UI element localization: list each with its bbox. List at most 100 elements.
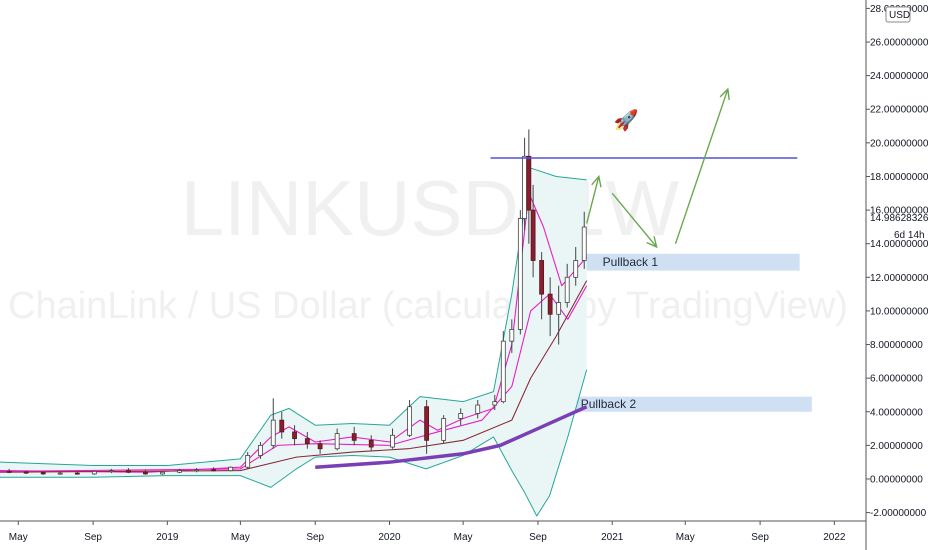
pullback-zone: [564, 396, 812, 412]
pullback-zones: Pullback 1 Pullback 2: [564, 253, 812, 412]
candle-body: [458, 413, 464, 419]
candle-body: [351, 433, 357, 441]
candle-body: [23, 471, 29, 474]
candle-body: [211, 469, 217, 472]
candle: [539, 252, 545, 320]
currency-label: USD: [889, 10, 910, 21]
indicator-line: [0, 280, 588, 473]
candle-body: [304, 438, 310, 445]
projection-arrowhead: [591, 174, 602, 188]
price-axis-tick-label: 22.00000000: [870, 105, 929, 116]
currency-badge[interactable]: USD: [885, 6, 911, 23]
candle: [245, 452, 251, 469]
candle: [547, 277, 553, 337]
candle-body: [407, 406, 412, 436]
candle: [211, 467, 217, 472]
candle: [57, 471, 63, 475]
time-axis[interactable]: May Sep 2019 May Sep 2020 May Sep 2021 May Sep 2022: [9, 521, 846, 543]
time-axis-tick-label: Sep: [306, 532, 324, 543]
projection-segment: [585, 176, 600, 224]
candle-body: [126, 470, 131, 473]
candle: [517, 210, 523, 335]
candle-body: [177, 470, 182, 473]
candle-body: [564, 276, 570, 303]
price-axis-tick-label: 20.00000000: [870, 138, 929, 149]
pullback-zone: [586, 253, 800, 271]
candle: [279, 411, 285, 439]
pullback-zone-label: Pullback 2: [581, 397, 637, 411]
candle: [564, 263, 570, 308]
candle: [74, 471, 80, 475]
candle: [228, 466, 234, 472]
candle-body: [292, 431, 297, 440]
price-axis[interactable]: -2.00000000 0.00000000 2.00000000 4.0000000…: [866, 4, 929, 519]
projection-arrowhead: [646, 236, 658, 249]
candle-body: [279, 419, 285, 433]
candle: [390, 428, 395, 449]
candle-body: [160, 471, 165, 475]
candle-body: [91, 471, 97, 475]
candle-body: [194, 469, 199, 472]
price-axis-tick-label: 18.00000000: [870, 172, 929, 183]
candle-body: [245, 455, 251, 468]
candle-body: [517, 218, 523, 330]
candle: [160, 471, 165, 475]
candle: [6, 468, 12, 474]
candle: [492, 394, 498, 411]
candle: [91, 470, 97, 475]
projection-segment: [674, 88, 729, 244]
candle: [334, 428, 340, 451]
candle-body: [547, 293, 553, 315]
candle: [509, 319, 515, 353]
candle: [292, 425, 297, 446]
candle: [458, 408, 464, 426]
time-axis-tick-label: 2022: [823, 532, 846, 543]
candle-body: [57, 472, 63, 475]
bar-countdown: 6d 14h: [894, 230, 925, 241]
watermark-symbol: LINKUSD, 1W: [181, 164, 680, 252]
candle-body: [258, 444, 263, 456]
candle: [368, 435, 374, 451]
indicator-line: [0, 369, 588, 517]
time-axis-tick-label: Sep: [84, 532, 102, 543]
time-axis-tick-label: May: [9, 532, 28, 543]
candles: [6, 129, 587, 475]
last-price-value: 14.98628326: [870, 213, 929, 224]
candle-body: [270, 419, 276, 446]
projection-segment: [611, 192, 658, 248]
candle-body: [143, 471, 148, 475]
price-axis-tick-label: 26.00000000: [870, 38, 929, 49]
time-axis-tick-label: May: [676, 532, 695, 543]
price-axis-tick-label: 6.00000000: [870, 374, 923, 385]
candle: [194, 468, 199, 473]
candle: [475, 399, 481, 419]
last-price-label: 14.98628326 6d 14h: [870, 213, 929, 241]
candle-body: [334, 433, 340, 450]
time-axis-tick-label: 2019: [156, 532, 179, 543]
candle: [522, 137, 527, 231]
time-axis-tick-label: 2021: [601, 532, 624, 543]
price-axis-tick-label: 8.00000000: [870, 340, 923, 351]
time-axis-tick-label: Sep: [751, 532, 769, 543]
pullback-zone-label: Pullback 1: [603, 255, 659, 269]
price-axis-tick-label: 12.00000000: [870, 273, 929, 284]
watermark-description: ChainLink / US Dollar (calculated by Tra…: [8, 285, 848, 327]
candle: [500, 331, 506, 404]
price-axis-tick-label: 2.00000000: [870, 441, 923, 452]
drawing-annotations[interactable]: 🚀: [490, 87, 798, 249]
candle: [126, 468, 131, 474]
price-axis-tick-label: 10.00000000: [870, 306, 929, 317]
candle: [407, 399, 412, 437]
candle-body: [526, 155, 532, 211]
candle: [23, 470, 29, 474]
candle-body: [424, 406, 430, 441]
candle-body: [573, 260, 579, 278]
candle: [270, 398, 276, 449]
candle-body: [40, 472, 46, 475]
price-axis-tick-label: 0.00000000: [870, 474, 923, 485]
candle-body: [108, 470, 114, 472]
candle-body: [475, 404, 481, 414]
candle: [258, 442, 263, 459]
candle-body: [317, 443, 323, 450]
